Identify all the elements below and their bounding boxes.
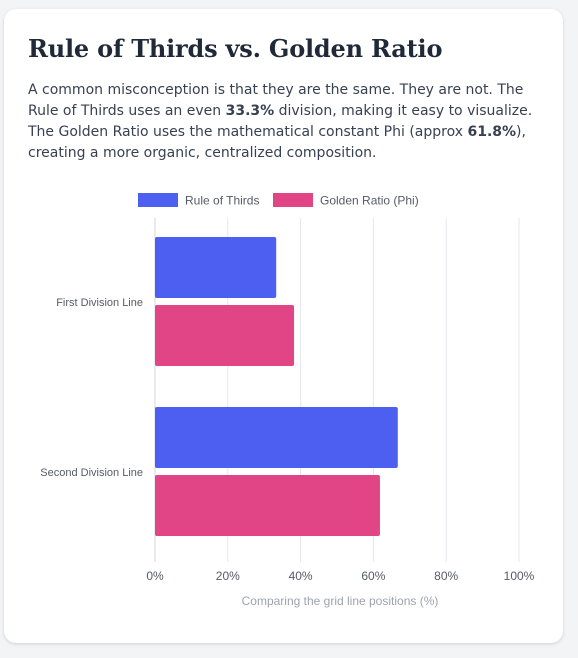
description-highlight-phi: 61.8% [467, 124, 517, 140]
legend-swatch-rule-of-thirds [138, 193, 178, 207]
card-description: A common misconception is that they are … [28, 80, 548, 164]
legend-label-golden-ratio: Golden Ratio (Phi) [320, 194, 419, 208]
bar-rule-of-thirds-second-division[interactable] [155, 407, 398, 468]
description-text-3: ), creating a more organic, centralized … [28, 124, 526, 161]
y-tick-label-second-division: Second Division Line [40, 467, 143, 479]
description-text-2: division, making it easy to visualize. T… [28, 103, 533, 140]
x-tick-label: 80% [434, 569, 458, 583]
description-highlight-thirds: 33.3% [225, 103, 275, 119]
legend-item-rule-of-thirds[interactable]: Rule of Thirds [138, 193, 259, 208]
x-axis-title: Comparing the grid line positions (%) [242, 594, 439, 608]
y-axis-labels: First Division Line Second Division Line [40, 297, 143, 479]
legend-swatch-golden-ratio [273, 193, 313, 207]
chart-card: Rule of Thirds vs. Golden Ratio A common… [4, 9, 563, 643]
y-tick-label-first-division: First Division Line [56, 297, 143, 309]
x-axis-labels: 0% 20% 40% 60% 80% 100% [146, 569, 534, 583]
bar-golden-ratio-second-division[interactable] [155, 475, 380, 536]
chart-bars [155, 237, 398, 536]
x-tick-label: 100% [504, 569, 535, 583]
legend-item-golden-ratio[interactable]: Golden Ratio (Phi) [273, 193, 419, 208]
x-tick-label: 60% [361, 569, 385, 583]
bar-golden-ratio-first-division[interactable] [155, 305, 295, 366]
chart-legend: Rule of Thirds Golden Ratio (Phi) [138, 193, 419, 208]
x-tick-label: 40% [289, 569, 313, 583]
card-title: Rule of Thirds vs. Golden Ratio [28, 34, 443, 63]
description-text-1: A common misconception is that they are … [28, 82, 524, 119]
x-tick-label: 0% [146, 569, 164, 583]
bar-rule-of-thirds-first-division[interactable] [155, 237, 277, 298]
legend-label-rule-of-thirds: Rule of Thirds [185, 194, 259, 208]
x-tick-label: 20% [216, 569, 240, 583]
